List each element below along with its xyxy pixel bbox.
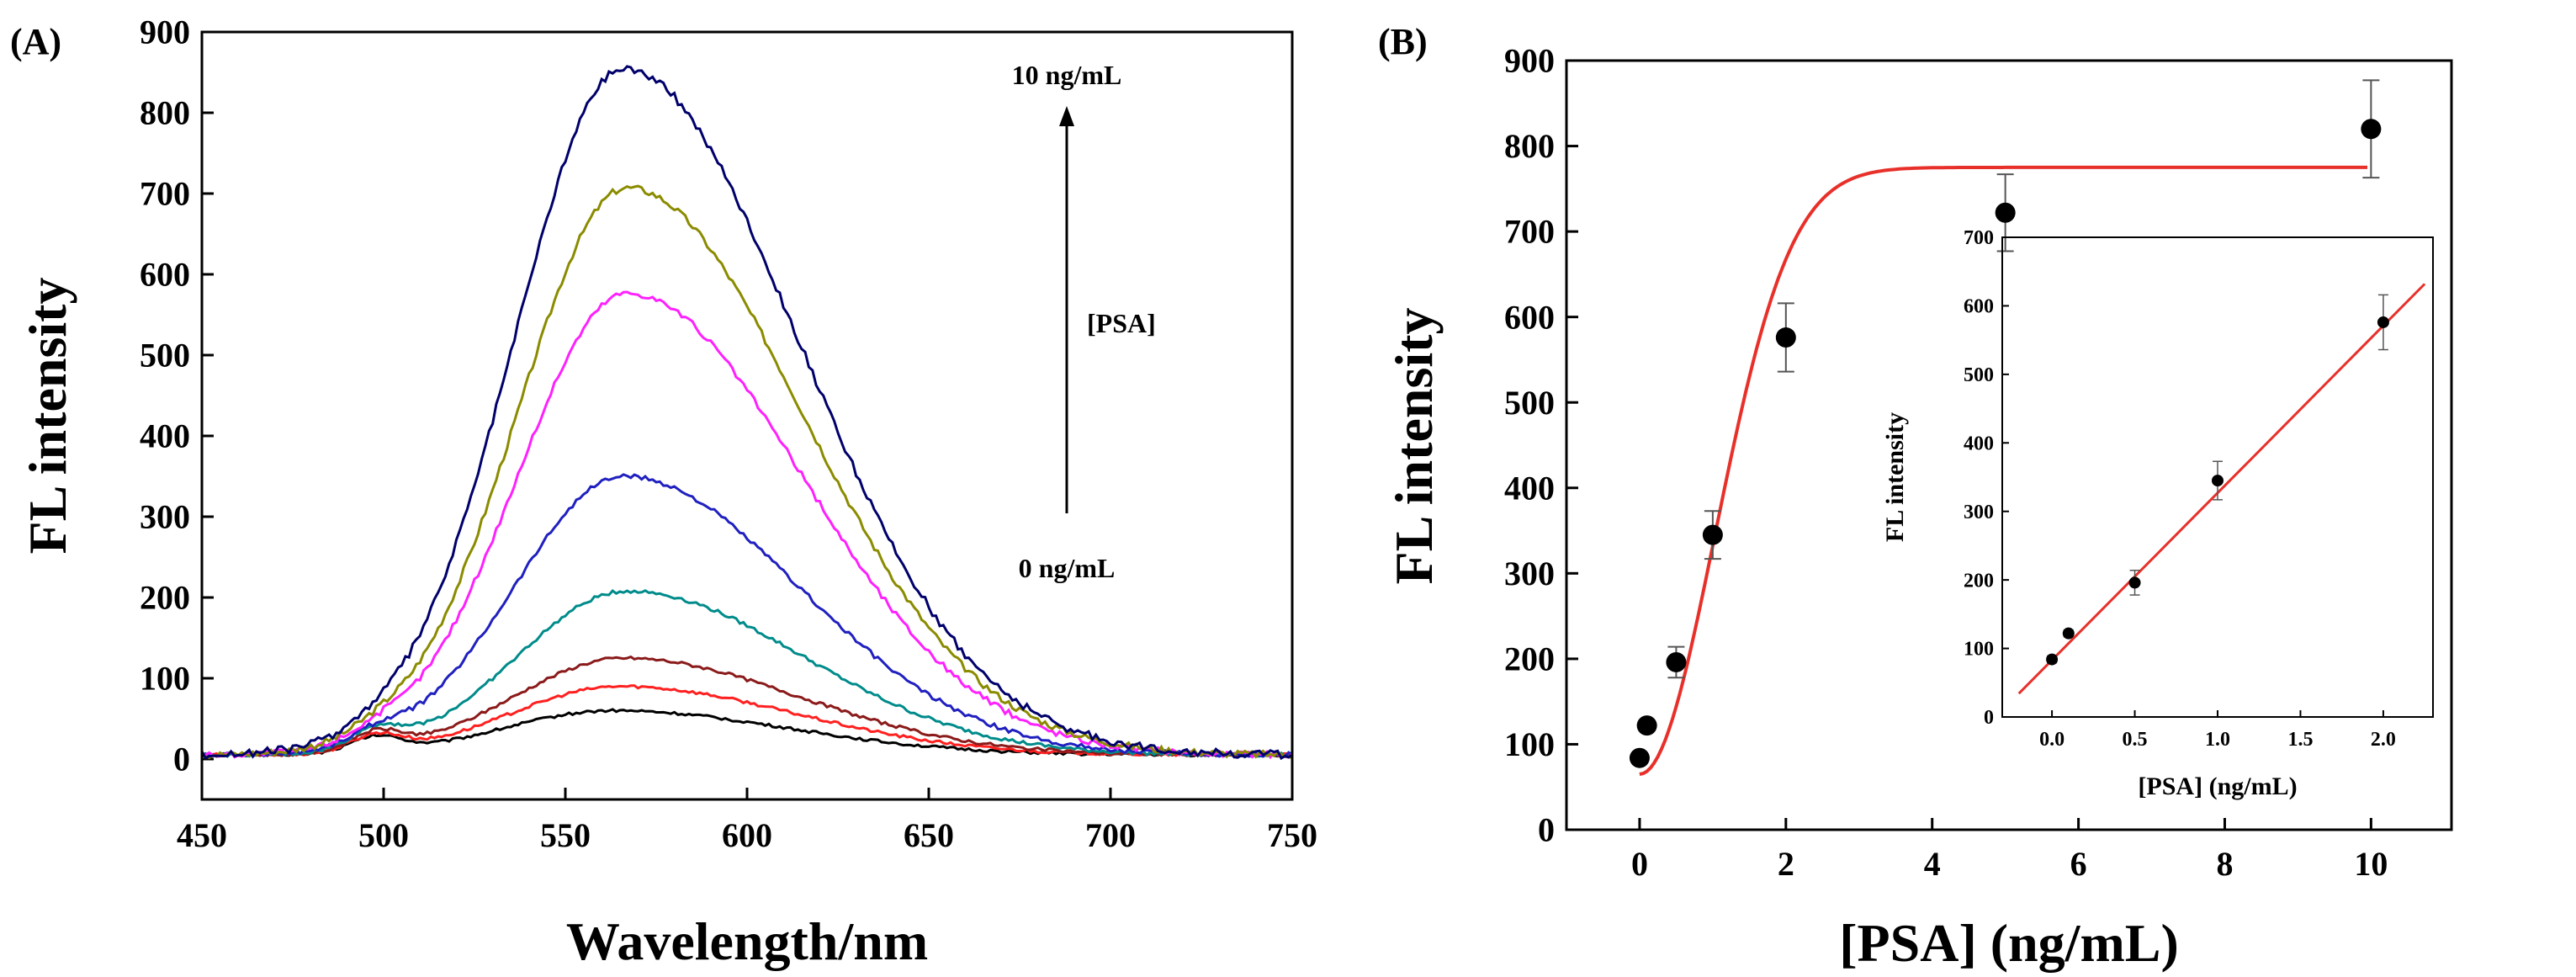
panel-a-arrow-mid-label: [PSA] [1087,308,1156,338]
inset-x-tick-label: 0.5 [2123,729,2148,751]
panel-b-label: (B) [1378,21,1428,62]
panel-a-x-tick-label: 550 [540,816,591,854]
panel-b-y-tick-label: 100 [1504,725,1555,763]
panel-a-series-line [201,655,1293,758]
panel-a-y-tick-label: 200 [140,579,190,617]
panel-b-y-tick-label: 0 [1538,811,1555,849]
panel-a-series-line [201,290,1294,760]
inset-plot-frame [2001,236,2434,718]
panel-a-y-tick-label: 500 [140,337,190,374]
panel-a-y-tick-label: 700 [140,175,190,213]
panel-a-x-tick-label: 750 [1267,816,1317,854]
panel-b-x-tick-label: 0 [1631,845,1648,883]
inset-y-tick-label: 300 [1964,502,1994,523]
panel-a-y-tick-label: 0 [173,741,190,778]
panel-b-y-tick-label: 800 [1504,127,1555,165]
panel-b-data-point [1636,715,1657,736]
panel-b-y-tick-label: 300 [1504,555,1555,592]
panel-a-series-line [201,184,1293,760]
inset-y-tick-label: 100 [1964,639,1994,661]
inset-fit-group [2017,283,2426,695]
inset-fit-line [2017,283,2426,695]
inset-data-point [2377,316,2389,328]
panel-b-data-point [1702,524,1723,545]
panel-a-series-group [200,65,1294,761]
panel-a-x-tick-label: 600 [722,816,772,854]
panel-a-y-tick-label: 300 [140,498,190,536]
panel-a-tick-group: 450 500 550 600 650 700 750 0 100 200 300 400 500 600… [140,13,1317,854]
inset-y-tick-label: 600 [1964,296,1994,318]
inset-y-tick-label: 400 [1964,433,1994,454]
panel-b-data-point [1775,327,1796,348]
inset: 0.0 0.5 1.0 1.5 2.0 0 100 200 300 400 500 600 700 [P… [1881,227,2434,800]
panel-b-x-tick-label: 6 [2070,845,2087,883]
panel-a-x-axis-label: Wavelength/nm [566,911,928,971]
panel-b-y-tick-label: 200 [1504,640,1555,677]
panel-a-x-tick-label: 700 [1085,816,1136,854]
inset-x-tick-label: 0.0 [2039,729,2065,751]
inset-data-point [2046,653,2059,666]
inset-points-group [2046,294,2389,666]
panel-b-y-axis-label: FL intensity [1384,308,1444,585]
inset-data-point [2062,627,2075,640]
inset-tick-group: 0.0 0.5 1.0 1.5 2.0 0 100 200 300 400 500 600 700 [1964,227,2396,751]
panel-b-data-point [2361,119,2382,140]
panel-a-arrow-bottom-label: 0 ng/mL [1019,553,1116,583]
panel-a-series-line [201,588,1293,758]
panel-a-label: (A) [10,21,61,62]
inset-data-point [2212,475,2224,487]
panel-a-arrow-head [1059,106,1074,126]
panel-a-x-tick-label: 650 [904,816,954,854]
panel-b-data-point [1995,202,2016,223]
panel-a-arrow-top-label: 10 ng/mL [1012,60,1122,90]
panel-a-series-line [200,65,1293,761]
panel-b: (B) 0 2 4 6 8 100100200300400500600700800900 … [1378,21,2453,973]
panel-b-y-tick-label: 400 [1504,469,1555,507]
panel-a-x-tick-label: 500 [358,816,409,854]
panel-b-data-point [1666,651,1687,672]
panel-b-points-group [1629,79,2382,768]
panel-b-plot-frame [1565,59,2453,831]
panel-b-fit-group [1639,165,2367,776]
inset-y-tick-label: 500 [1964,364,1994,386]
panel-a-y-axis-label: FL intensity [18,278,77,555]
panel-b-x-tick-label: 10 [2354,845,2388,883]
inset-y-axis-label: FL intensity [1881,412,1909,542]
panel-b-y-tick-label: 900 [1504,42,1555,80]
panel-b-x-tick-label: 4 [1924,845,1941,883]
panel-b-fit-curve [1639,165,2367,776]
panel-a-series-line [201,473,1293,758]
panel-a-plot-frame [200,30,1294,801]
panel-b-x-tick-label: 8 [2216,845,2233,883]
panel-a: (A) 450 500 550 600 650 700 750 0 100 200 300 400 50… [10,13,1317,971]
panel-a-y-tick-label: 600 [140,256,190,294]
panel-a-y-tick-label: 100 [140,660,190,698]
panel-a-y-tick-label: 900 [140,13,190,51]
inset-y-tick-label: 200 [1964,570,1994,592]
panel-a-y-tick-label: 800 [140,94,190,132]
panel-b-y-tick-label: 700 [1504,213,1555,251]
inset-x-axis-label: [PSA] (ng/mL) [2138,773,2297,800]
inset-x-tick-label: 1.5 [2287,729,2313,751]
inset-x-tick-label: 1.0 [2205,729,2230,751]
panel-a-x-tick-label: 450 [177,816,227,854]
inset-data-point [2128,576,2141,589]
inset-x-tick-label: 2.0 [2371,729,2396,751]
panel-b-y-tick-label: 600 [1504,298,1555,336]
inset-y-tick-label: 700 [1964,227,1994,249]
inset-y-tick-label: 0 [1984,707,1994,729]
panel-a-y-tick-label: 400 [140,417,190,455]
panel-b-x-tick-label: 2 [1778,845,1794,883]
panel-b-x-axis-label: [PSA] (ng/mL) [1839,913,2179,973]
panel-b-y-tick-label: 500 [1504,384,1555,422]
panel-b-data-point [1629,747,1650,768]
